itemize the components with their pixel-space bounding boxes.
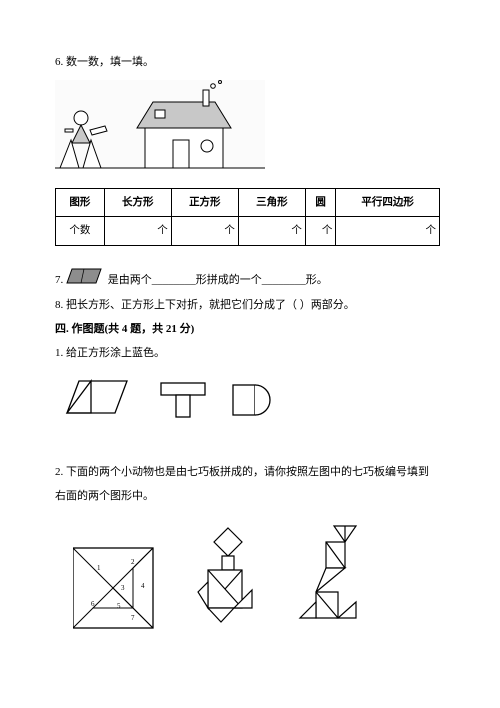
td-circle-unit: 个: [305, 217, 335, 245]
th-rect: 长方形: [104, 189, 171, 217]
q7-line: 7. 是由两个________形拼成的一个________形。: [55, 268, 445, 293]
q7-parallelogram-icon: [66, 268, 102, 293]
q6-illustration: [55, 80, 445, 189]
tangram-label-1: 1: [97, 564, 101, 572]
shape-count-table: 图形 长方形 正方形 三角形 圆 平行四边形 个数 个 个 个 个 个: [55, 188, 440, 245]
td-label: 个数: [56, 217, 105, 245]
td-para-unit: 个: [336, 217, 440, 245]
q6-text: 6. 数一数，填一填。: [55, 50, 445, 74]
tangram-label-5: 5: [117, 602, 121, 610]
td-rect-unit: 个: [104, 217, 171, 245]
th-circle: 圆: [305, 189, 335, 217]
q7-mid: 是由两个________形拼成的一个________形。: [108, 274, 328, 286]
q4-2-svg: 1 2 4 3 5 6 7: [73, 522, 403, 642]
th-shape: 图形: [56, 189, 105, 217]
q4-2-line2: 右面的两个图形中。: [55, 484, 445, 508]
tangram-label-7: 7: [131, 614, 135, 622]
td-triangle-unit: 个: [238, 217, 305, 245]
table-header-row: 图形 长方形 正方形 三角形 圆 平行四边形: [56, 189, 440, 217]
tangram-label-4: 4: [141, 582, 145, 590]
th-para: 平行四边形: [336, 189, 440, 217]
section4-title: 四. 作图题(共 4 题，共 21 分): [55, 317, 445, 341]
td-square-unit: 个: [171, 217, 238, 245]
tangram-label-6: 6: [91, 600, 95, 608]
q7-prefix: 7.: [55, 274, 66, 286]
house-scene-svg: [55, 80, 265, 180]
th-square: 正方形: [171, 189, 238, 217]
th-triangle: 三角形: [238, 189, 305, 217]
page: 6. 数一数，填一填。: [0, 0, 500, 708]
q4-1-svg: [65, 373, 295, 428]
q8-text: 8. 把长方形、正方形上下对折，就把它们分成了（ ）两部分。: [55, 293, 445, 317]
tangram-label-3: 3: [121, 584, 125, 592]
q4-2-line1: 2. 下面的两个小动物也是由七巧板拼成的，请你按照左图中的七巧板编号填到: [55, 460, 445, 484]
q4-1-text: 1. 给正方形涂上蓝色。: [55, 341, 445, 365]
q4-1-shapes: [65, 373, 445, 437]
q4-2-figures: 1 2 4 3 5 6 7: [73, 522, 445, 651]
tangram-label-2: 2: [131, 558, 135, 566]
table-count-row: 个数 个 个 个 个 个: [56, 217, 440, 245]
